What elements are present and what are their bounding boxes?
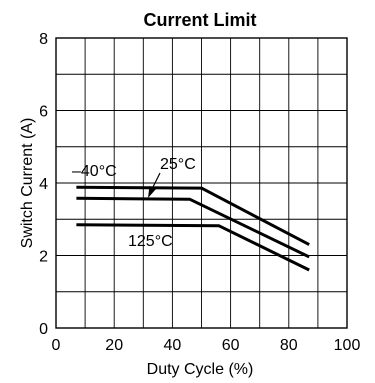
series-annotations: –40°C 25°C 125°C [72,156,196,250]
series-label-minus40: –40°C [72,163,117,180]
x-tick-labels: 0 20 40 60 80 100 [52,337,361,354]
x-tick-label: 60 [222,337,240,354]
x-tick-label: 40 [164,337,182,354]
y-tick-label: 8 [39,31,48,48]
y-axis-label: Switch Current (A) [19,118,36,249]
y-tick-label: 0 [39,321,48,338]
series-line-125 [76,223,310,272]
series-25-pointer-line [151,172,161,190]
series-25-pointer-arrowhead [148,186,156,198]
x-tick-label: 0 [52,337,61,354]
plot-frame [55,37,348,329]
series-line-25 [76,196,310,259]
series-label-125: 125°C [128,233,173,250]
series-line-minus40 [76,185,310,246]
grid-lines [56,38,347,328]
y-tick-label: 4 [39,176,48,193]
y-tick-labels: 0 2 4 6 8 [39,31,48,338]
chart-title: Current Limit [143,10,256,30]
x-axis-label: Duty Cycle (%) [147,361,254,378]
y-tick-label: 2 [39,249,48,266]
curves [76,185,310,272]
x-tick-label: 20 [105,337,123,354]
x-tick-label: 80 [280,337,298,354]
y-tick-label: 6 [39,104,48,121]
x-tick-label: 100 [334,337,361,354]
series-label-25: 25°C [160,156,196,173]
